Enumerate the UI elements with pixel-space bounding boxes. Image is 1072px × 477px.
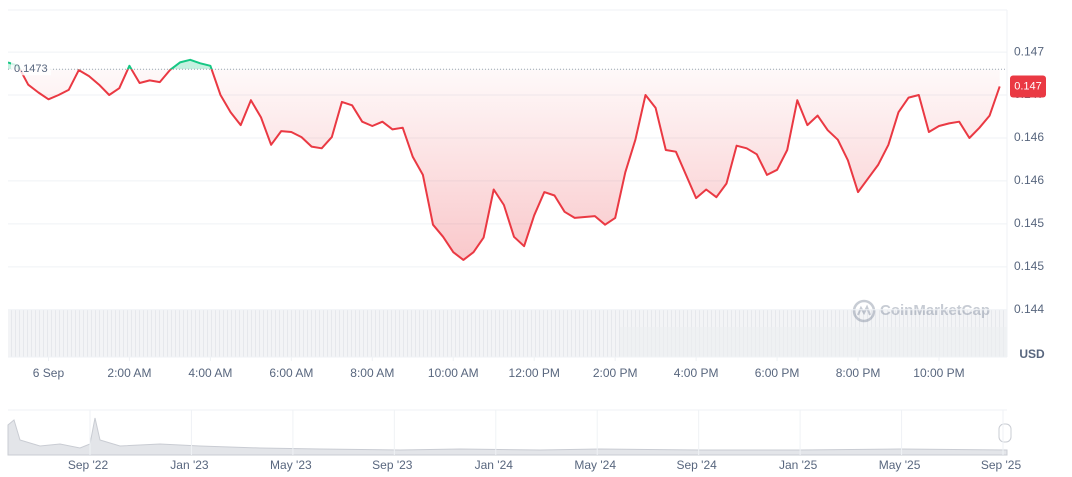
navigator-label: Sep '25	[981, 458, 1022, 472]
navigator-label: Jan '24	[475, 458, 514, 472]
x-tick-label: 6 Sep	[33, 366, 65, 380]
y-tick-label: 0.146	[1014, 173, 1044, 187]
navigator-label: Sep '23	[372, 458, 413, 472]
x-tick-label: 10:00 AM	[428, 366, 479, 380]
x-tick-label: 10:00 PM	[913, 366, 964, 380]
navigator-label: May '25	[879, 458, 921, 472]
y-tick-label: 0.145	[1014, 216, 1044, 230]
navigator-label: May '23	[270, 458, 312, 472]
x-tick-label: 2:00 AM	[107, 366, 151, 380]
x-tick-label: 2:00 PM	[593, 366, 638, 380]
y-tick-label: 0.147	[1014, 44, 1044, 58]
navigator-label: May '24	[574, 458, 616, 472]
x-tick-label: 4:00 PM	[674, 366, 719, 380]
navigator-handle[interactable]	[998, 423, 1012, 443]
current-price-label: 0.147	[1014, 80, 1042, 92]
price-line-down	[18, 69, 1001, 261]
navigator-label: Jan '25	[779, 458, 818, 472]
y-tick-label: 0.146	[1014, 130, 1044, 144]
y-tick-label: 0.145	[1014, 259, 1044, 273]
x-tick-label: 8:00 PM	[836, 366, 881, 380]
x-tick-label: 4:00 AM	[188, 366, 232, 380]
navigator	[7, 409, 1012, 456]
current-price-badge	[1010, 75, 1046, 98]
watermark-text: CoinMarketCap	[880, 302, 990, 319]
x-tick-label: 6:00 PM	[755, 366, 800, 380]
volume-step	[620, 327, 1007, 357]
navigator-area	[7, 417, 1008, 456]
reference-label-bg	[11, 61, 51, 76]
x-tick-label: 6:00 AM	[269, 366, 313, 380]
x-tick-label: 12:00 PM	[509, 366, 560, 380]
navigator-label: Sep '22	[68, 458, 109, 472]
navigator-label: Sep '24	[677, 458, 718, 472]
price-line-up	[8, 58, 213, 70]
navigator-label: Jan '23	[170, 458, 209, 472]
x-tick-label: 8:00 AM	[350, 366, 394, 380]
reference-label: 0.1473	[14, 63, 48, 75]
watermark: CoinMarketCap	[852, 299, 990, 323]
area-below	[8, 69, 1000, 260]
currency-label: USD	[1019, 347, 1045, 361]
y-tick-label: 0.144	[1014, 302, 1044, 316]
